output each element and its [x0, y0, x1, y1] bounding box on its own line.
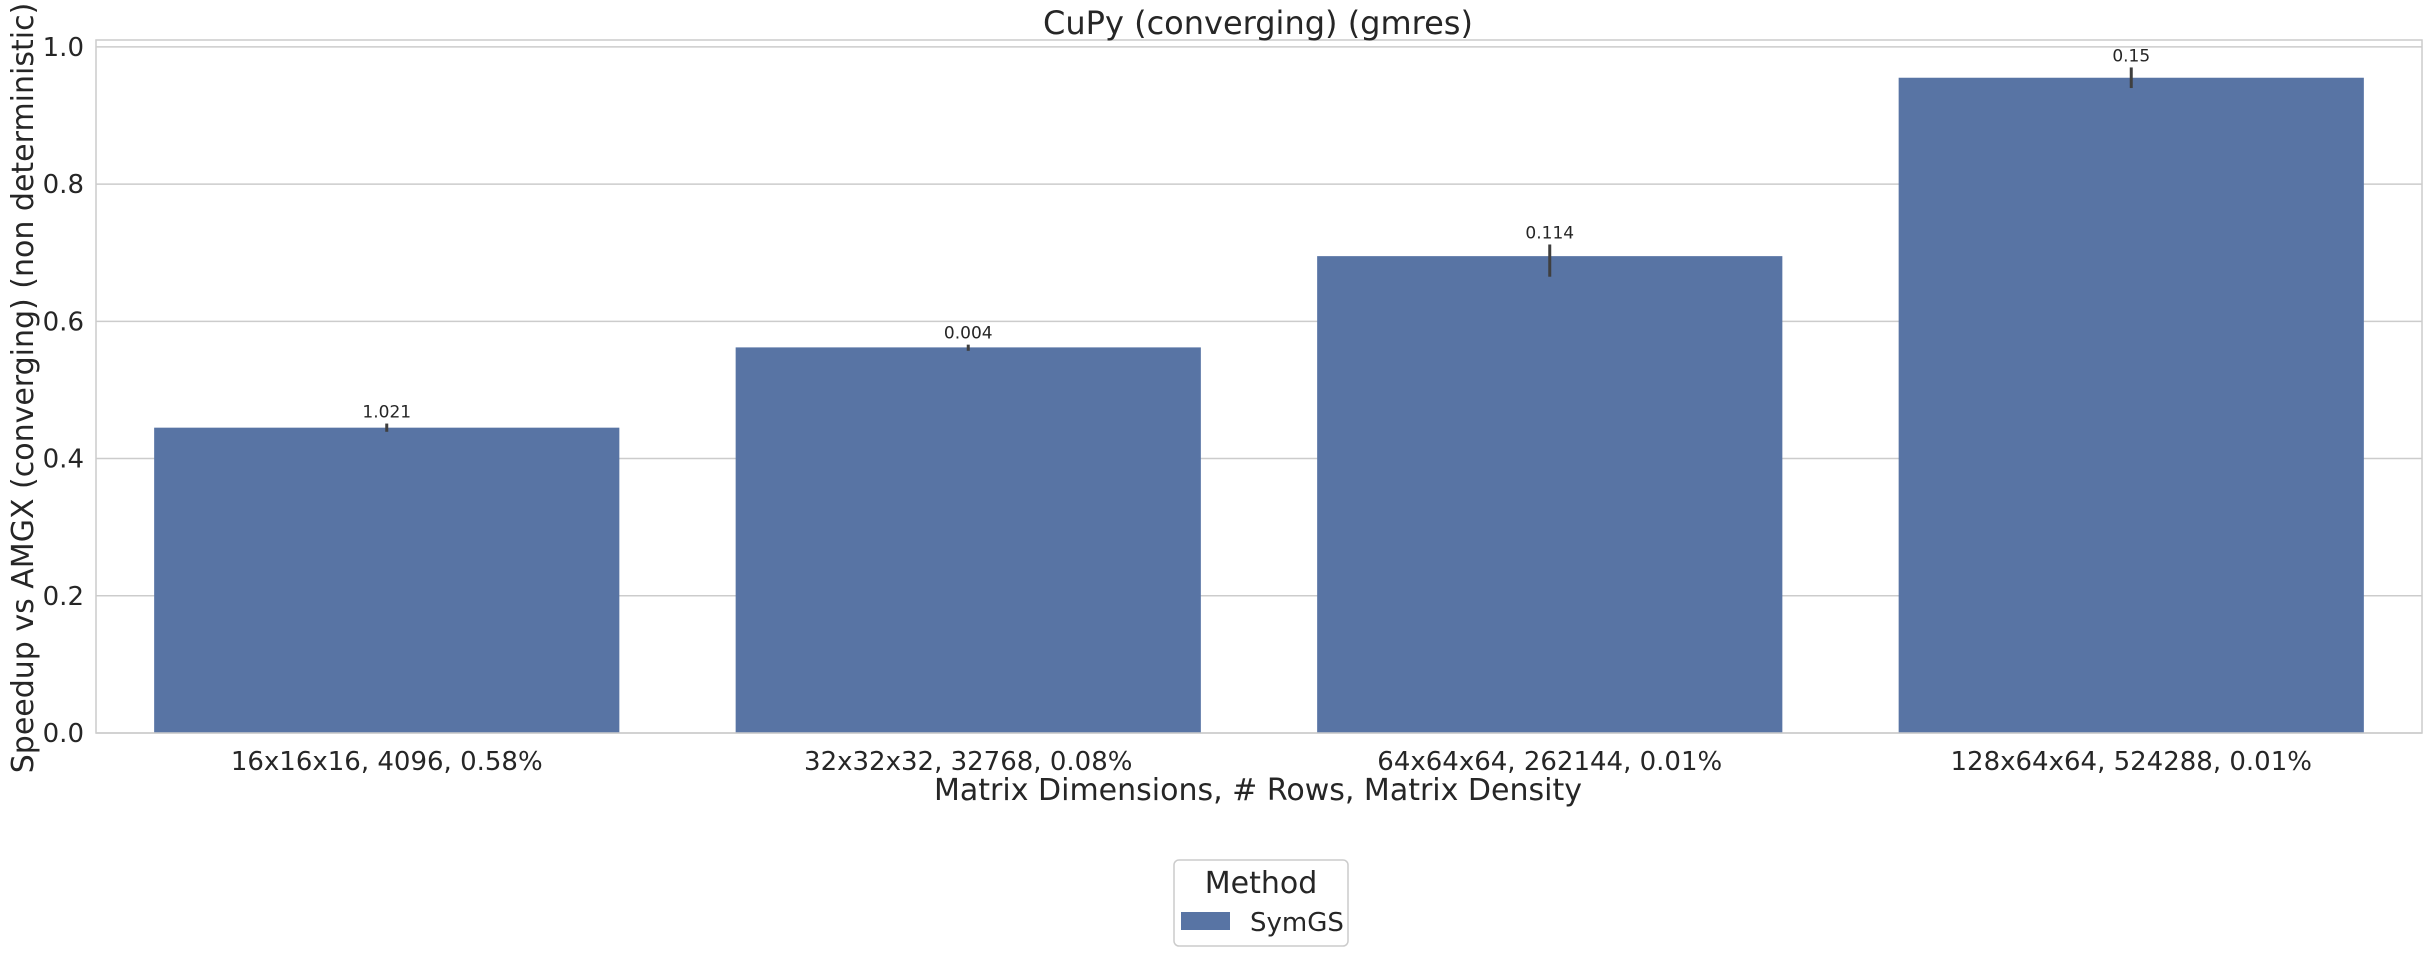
bars: [154, 77, 2364, 734]
bar: [154, 427, 620, 733]
bar-data-label: 1.021: [362, 403, 411, 423]
bar-data-label: 0.004: [944, 324, 993, 344]
y-tick-labels: 0.0 0.2 0.4 0.6 0.8 1.0: [43, 33, 84, 749]
bar: [1898, 77, 2364, 734]
y-tick-label: 1.0: [43, 33, 84, 63]
y-tick-label: 0.6: [43, 307, 84, 337]
x-tick-label: 64x64x64, 262144, 0.01%: [1377, 747, 1722, 777]
plot-frame: [95, 39, 2423, 734]
chart-title: CuPy (converging) (gmres): [1043, 4, 1473, 42]
data-labels: 1.021 0.004 0.114 0.15: [362, 46, 2150, 422]
legend-title: Method: [1205, 866, 1318, 901]
x-tick-label: 16x16x16, 4096, 0.58%: [231, 747, 543, 777]
y-tick-label: 0.8: [43, 170, 84, 200]
bar-data-label: 0.15: [2112, 46, 2150, 66]
x-axis-title: Matrix Dimensions, # Rows, Matrix Densit…: [934, 773, 1582, 808]
legend: Method SymGS: [1173, 859, 1349, 947]
x-tick-label: 32x32x32, 32768, 0.08%: [804, 747, 1132, 777]
bar: [1317, 256, 1783, 733]
legend-swatch: [1181, 912, 1230, 930]
y-axis-title: Speedup vs AMGX (converging) (non determ…: [6, 3, 41, 774]
y-tick-label: 0.4: [43, 445, 84, 475]
x-tick-label: 128x64x64, 524288, 0.01%: [1951, 747, 2312, 777]
x-tick-labels: 16x16x16, 4096, 0.58% 32x32x32, 32768, 0.…: [231, 747, 2312, 777]
y-tick-label: 0.2: [43, 582, 84, 612]
error-bars: [385, 67, 2133, 432]
y-tick-label: 0.0: [43, 719, 84, 749]
bar-data-label: 0.114: [1525, 223, 1574, 243]
bar: [735, 347, 1201, 733]
legend-entry-label: SymGS: [1250, 908, 1344, 938]
